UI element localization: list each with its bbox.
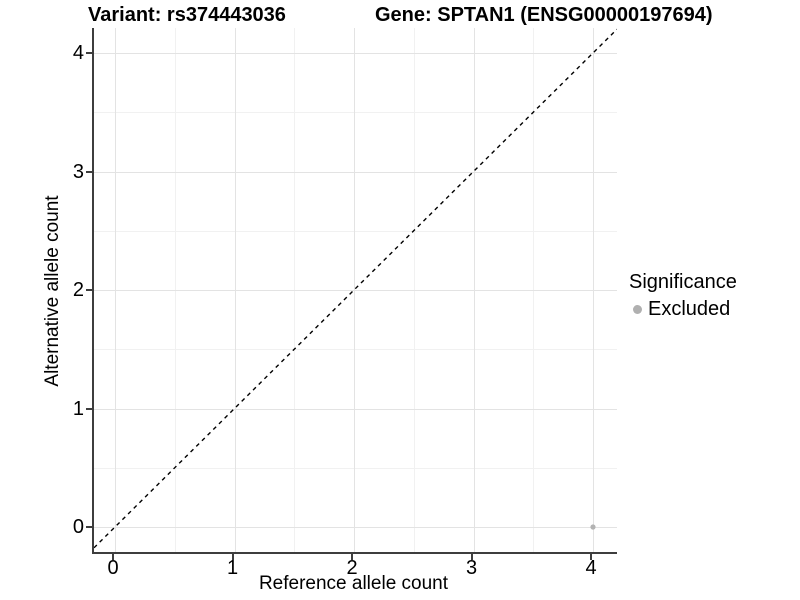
x-tick-label: 1 (226, 557, 239, 579)
y-tick-label: 0 (72, 516, 84, 538)
excluded-point-icon (633, 304, 642, 314)
major-gridline (94, 527, 617, 528)
x-axis-tick (590, 554, 592, 560)
y-tick-label: 4 (72, 42, 84, 64)
x-tick-label: 4 (585, 557, 597, 579)
minor-gridline (94, 349, 617, 351)
y-axis-tick (86, 52, 92, 54)
y-axis-tick (86, 170, 92, 173)
major-gridline (94, 171, 617, 173)
x-tick-label: 2 (346, 557, 358, 579)
gene-title: Gene: SPTAN1 (ENSG00000197694) (375, 4, 713, 26)
y-axis-tick (86, 526, 92, 528)
identity-dashed-line (94, 28, 617, 549)
x-axis-tick (231, 554, 234, 560)
major-gridline (94, 53, 617, 54)
y-axis-tick (86, 289, 92, 291)
major-gridline (94, 408, 617, 410)
y-tick-label: 3 (72, 160, 84, 183)
legend: Significance Excluded (629, 270, 737, 321)
major-gridline (94, 290, 617, 291)
minor-gridline (94, 230, 617, 232)
variant-title: Variant: rs374443036 (88, 4, 286, 26)
plot-layer (94, 28, 617, 549)
minor-gridline (94, 467, 617, 469)
y-axis-title: Alternative allele count (42, 195, 63, 387)
x-tick-label: 3 (465, 557, 478, 579)
y-tick-label: 2 (72, 279, 84, 301)
plot-panel (92, 28, 617, 554)
x-tick-label: 0 (107, 557, 119, 579)
legend-item-excluded: Excluded (629, 297, 737, 321)
x-axis-tick (112, 554, 114, 560)
x-axis-title: Reference allele count (258, 573, 449, 594)
y-axis-tick (86, 407, 92, 410)
legend-title: Significance (629, 271, 737, 293)
y-tick-label: 1 (72, 397, 84, 420)
minor-gridline (94, 112, 617, 114)
x-axis-tick (351, 554, 353, 560)
x-axis-tick (470, 554, 473, 560)
data-point (590, 524, 596, 530)
legend-item-label: Excluded (648, 298, 731, 320)
